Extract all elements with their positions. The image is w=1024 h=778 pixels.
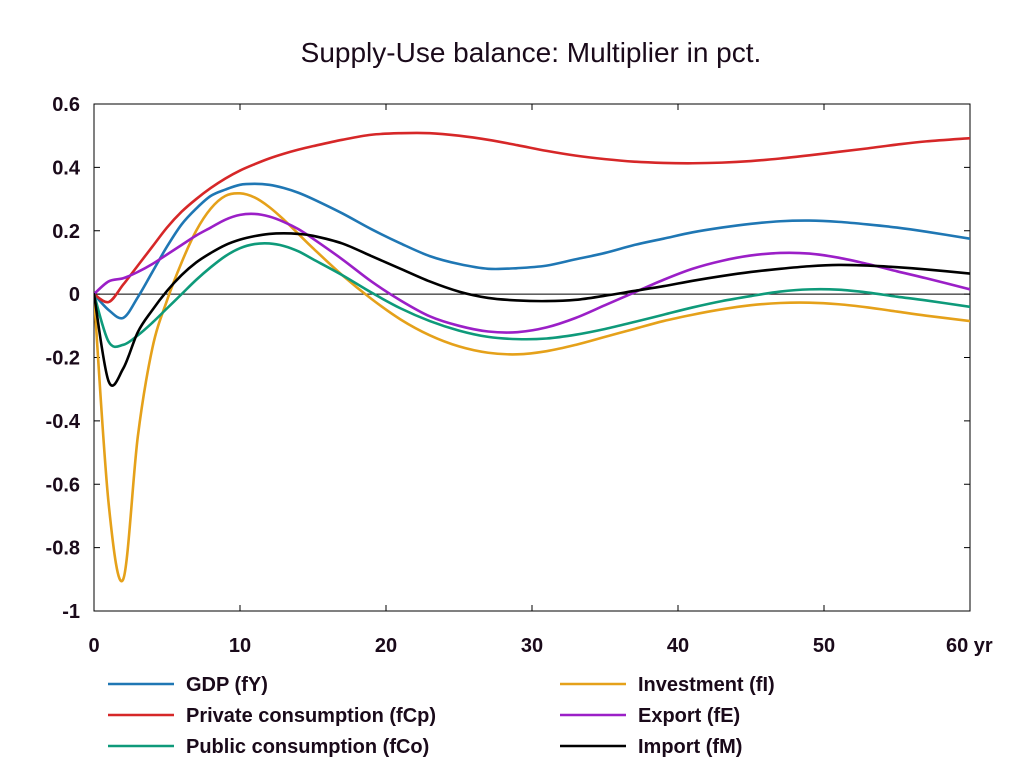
series-line-investment-fi xyxy=(94,191,970,583)
legend-label-import-fm: Import (fM) xyxy=(638,736,742,758)
y-tick-label: 0.6 xyxy=(52,94,80,116)
legend-label-investment-fi: Investment (fI) xyxy=(638,674,775,696)
chart-title: Supply-Use balance: Multiplier in pct. xyxy=(301,37,762,68)
series-line-import-fm xyxy=(94,231,970,387)
plot-frame xyxy=(93,103,971,612)
x-tick-label: 40 xyxy=(667,635,689,657)
series-line-public-consumption-fco xyxy=(94,241,970,349)
series-line-private-consumption-fcp xyxy=(94,131,970,304)
series-line-gdp-fy xyxy=(94,182,970,320)
x-tick-label: 30 xyxy=(521,635,543,657)
y-tick-label: -0.4 xyxy=(46,411,81,433)
y-tick-label: -0.6 xyxy=(46,474,80,496)
legend-label-gdp-fy: GDP (fY) xyxy=(186,674,268,696)
legend-label-export-fe: Export (fE) xyxy=(638,705,740,727)
x-tick-label: 0 xyxy=(88,635,99,657)
y-tick-label: -0.2 xyxy=(46,348,80,370)
legend-label-public-consumption-fco: Public consumption (fCo) xyxy=(186,736,429,758)
y-tick-label: 0.4 xyxy=(52,157,81,179)
series-line-export-fe xyxy=(94,212,970,334)
legend-label-private-consumption-fcp: Private consumption (fCp) xyxy=(186,705,436,727)
y-tick-label: -0.8 xyxy=(46,538,80,560)
y-tick-label: -1 xyxy=(62,601,80,623)
x-tick-label: 10 xyxy=(229,635,251,657)
y-tick-label: 0 xyxy=(69,284,80,306)
plot-area: -1 -0.8 -0.6 -0.4 -0.2 0 0.2 0.4 0.6 0 10 20 30 40 50 6… xyxy=(46,94,993,657)
x-tick-label: 60 yr xyxy=(946,635,993,657)
x-tick-label: 20 xyxy=(375,635,397,657)
x-tick-label: 50 xyxy=(813,635,835,657)
legend: GDP (fY) Private consumption (fCp) Public … xyxy=(108,674,775,758)
y-tick-label: 0.2 xyxy=(52,221,80,243)
